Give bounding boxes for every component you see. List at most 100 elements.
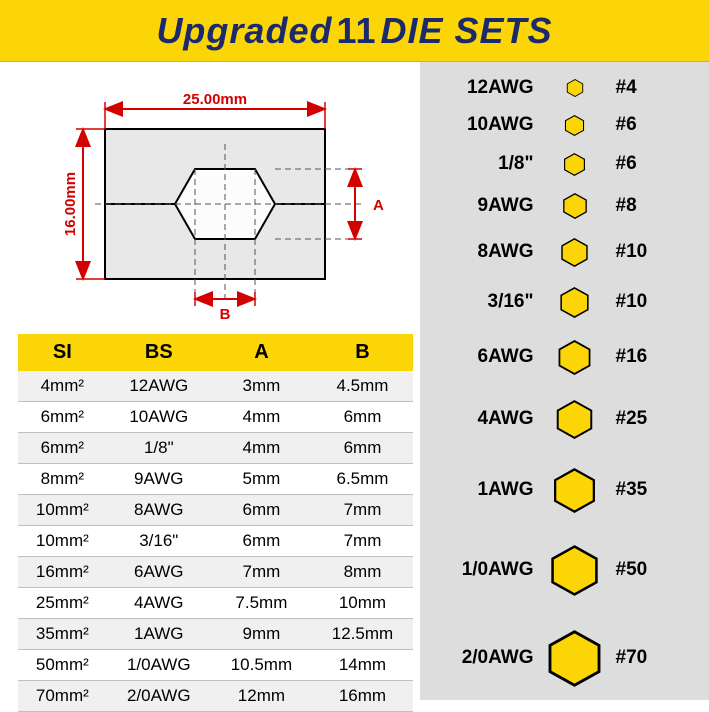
hex-row: 4AWG #25	[420, 386, 709, 452]
table-cell: 6mm	[211, 526, 312, 557]
right-column: 12AWG#410AWG#61/8"#69AWG#88AWG#103/16"#1…	[420, 62, 709, 700]
hex-icon	[560, 238, 589, 267]
table-cell: 50mm²	[18, 650, 107, 681]
table-cell: 1AWG	[107, 619, 211, 650]
hex-icon	[546, 630, 603, 687]
hex-row: 3/16"#10	[420, 276, 709, 328]
table-cell: 12.5mm	[312, 619, 413, 650]
hex-cell	[540, 468, 610, 513]
table-cell: 3/16"	[107, 526, 211, 557]
table-cell: 10mm	[312, 588, 413, 619]
table-body: 4mm²12AWG3mm4.5mm6mm²10AWG4mm6mm6mm²1/8"…	[18, 371, 413, 712]
hex-row: 1/8" #6	[420, 144, 709, 184]
table-cell: 4mm	[211, 433, 312, 464]
table-row: 70mm²2/0AWG12mm16mm	[18, 681, 413, 712]
header-count: 11	[336, 10, 376, 52]
hex-row-tag: #6	[610, 153, 680, 175]
table-cell: 70mm²	[18, 681, 107, 712]
left-column: 25.00mm 16.00mm A B	[0, 62, 420, 700]
header-title: Upgraded 11 DIE SETS	[156, 10, 552, 52]
table-cell: 35mm²	[18, 619, 107, 650]
table-row: 25mm²4AWG7.5mm10mm	[18, 588, 413, 619]
table-row: 10mm²8AWG6mm7mm	[18, 495, 413, 526]
hex-row-tag: #8	[610, 195, 680, 217]
hex-row: 1/0AWG #50	[420, 528, 709, 612]
table-cell: 8mm	[312, 557, 413, 588]
hex-row-label: 12AWG	[450, 77, 540, 99]
table-cell: 1/0AWG	[107, 650, 211, 681]
table-cell: 6mm²	[18, 433, 107, 464]
table-cell: 4.5mm	[312, 371, 413, 402]
table-head: SIBSAB	[18, 334, 413, 371]
table-cell: 10mm²	[18, 526, 107, 557]
hex-cell	[540, 287, 610, 318]
hex-size-list: 12AWG#410AWG#61/8"#69AWG#88AWG#103/16"#1…	[420, 62, 709, 700]
table-row: 8mm²9AWG5mm6.5mm	[18, 464, 413, 495]
hex-row: 12AWG#4	[420, 70, 709, 106]
table-cell: 12AWG	[107, 371, 211, 402]
table-cell: 6mm	[211, 495, 312, 526]
hex-row-tag: #25	[610, 408, 680, 430]
table-cell: 6mm	[312, 433, 413, 464]
table-cell: 12mm	[211, 681, 312, 712]
dimension-table: SIBSAB 4mm²12AWG3mm4.5mm6mm²10AWG4mm6mm6…	[18, 334, 412, 712]
hex-cell	[540, 545, 610, 596]
main-area: 25.00mm 16.00mm A B	[0, 62, 709, 700]
hex-icon	[563, 153, 586, 176]
hex-row-label: 9AWG	[450, 195, 540, 217]
hex-row-tag: #50	[610, 559, 680, 581]
table-cell: 8mm²	[18, 464, 107, 495]
table-cell: 4AWG	[107, 588, 211, 619]
table-cell: 6AWG	[107, 557, 211, 588]
dim-b-label: B	[220, 306, 231, 323]
table-cell: 10.5mm	[211, 650, 312, 681]
hex-row: 1AWG #35	[420, 452, 709, 528]
table-cell: 25mm²	[18, 588, 107, 619]
hex-row: 8AWG#10	[420, 228, 709, 276]
dim-width-label: 25.00mm	[183, 91, 247, 108]
table-cell: 7.5mm	[211, 588, 312, 619]
table-col-a: A	[211, 334, 312, 371]
hex-icon	[549, 545, 600, 596]
table-row: 50mm²1/0AWG10.5mm14mm	[18, 650, 413, 681]
table-row: 35mm²1AWG9mm12.5mm	[18, 619, 413, 650]
table-col-bs: BS	[107, 334, 211, 371]
hex-row-label: 1AWG	[450, 479, 540, 501]
table-cell: 6.5mm	[312, 464, 413, 495]
hex-cell	[540, 400, 610, 439]
header-word1: Upgraded	[156, 10, 332, 52]
table-cell: 6mm²	[18, 402, 107, 433]
hex-icon	[559, 287, 590, 318]
table-cell: 9mm	[211, 619, 312, 650]
table-cell: 16mm²	[18, 557, 107, 588]
table-cell: 6mm	[312, 402, 413, 433]
table-cell: 4mm²	[18, 371, 107, 402]
page: Upgraded 11 DIE SETS	[0, 0, 709, 700]
hex-row-tag: #70	[610, 647, 680, 669]
table-row: 6mm²10AWG4mm6mm	[18, 402, 413, 433]
table-cell: 14mm	[312, 650, 413, 681]
header-banner: Upgraded 11 DIE SETS	[0, 0, 709, 62]
die-diagram: 25.00mm 16.00mm A B	[25, 74, 405, 324]
hex-row: 9AWG #8	[420, 184, 709, 228]
table-row: 6mm²1/8"4mm6mm	[18, 433, 413, 464]
hex-row-tag: #35	[610, 479, 680, 501]
hex-cell	[540, 630, 610, 687]
hex-icon	[564, 115, 585, 136]
hex-row-label: 1/0AWG	[450, 559, 540, 581]
table-col-si: SI	[18, 334, 107, 371]
table-cell: 9AWG	[107, 464, 211, 495]
hex-row-label: 4AWG	[450, 408, 540, 430]
hex-cell	[540, 193, 610, 219]
table-col-b: B	[312, 334, 413, 371]
table-cell: 16mm	[312, 681, 413, 712]
hex-row: 2/0AWG#70	[420, 612, 709, 704]
hex-row-label: 1/8"	[450, 153, 540, 175]
table-cell: 7mm	[312, 526, 413, 557]
hex-icon	[562, 193, 588, 219]
hex-icon	[552, 468, 597, 513]
hex-row-label: 6AWG	[450, 346, 540, 368]
hex-row-label: 3/16"	[450, 291, 540, 313]
table-cell: 1/8"	[107, 433, 211, 464]
hex-cell	[540, 79, 610, 97]
